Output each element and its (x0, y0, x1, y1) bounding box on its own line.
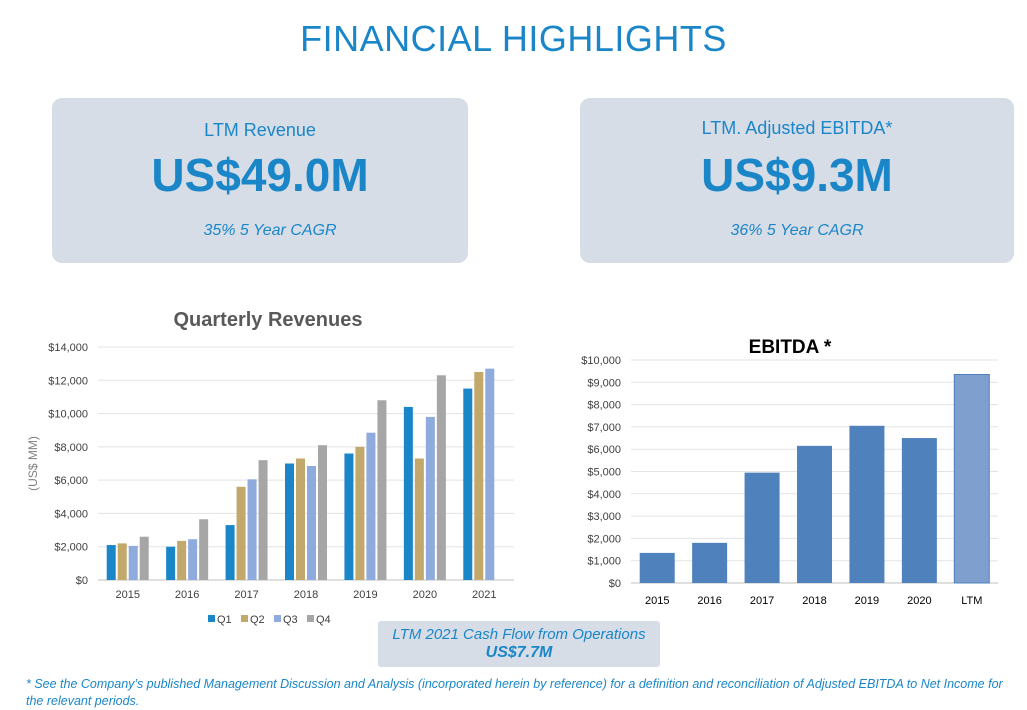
quarterly-x-tick-label: 2020 (413, 589, 437, 601)
quarterly-bar-q1-2020 (403, 406, 413, 580)
ebitda-title: EBITDA * (749, 337, 832, 358)
quarterly-y-tick-label: $14,000 (48, 342, 88, 354)
ltm-revenue-label: LTM Revenue (204, 120, 316, 140)
ltm-ebitda-cagr: 36% 5 Year CAGR (730, 222, 864, 239)
quarterly-bar-q1-2015 (106, 545, 116, 580)
ebitda-bar-2016 (692, 542, 728, 583)
ebitda-x-tick-label: 2018 (802, 595, 826, 607)
page-title: FINANCIAL HIGHLIGHTS (300, 18, 727, 59)
ltm-revenue-card: LTM Revenue US$49.0M 35% 5 Year CAGR (52, 98, 468, 263)
quarterly-bar-q3-2015 (128, 545, 138, 580)
quarterly-y-tick-label: $12,000 (48, 375, 88, 387)
quarterly-bar-q2-2020 (414, 458, 424, 580)
quarterly-bar-q3-2017 (247, 479, 257, 580)
cash-flow-label: LTM 2021 Cash Flow from Operations (392, 626, 646, 643)
quarterly-y-tick-label: $10,000 (48, 409, 88, 421)
quarterly-bar-q1-2018 (285, 463, 294, 580)
quarterly-x-tick-label: 2016 (175, 589, 199, 601)
ebitda-x-tick-label: 2017 (750, 595, 774, 607)
quarterly-bar-q1-2017 (225, 525, 235, 580)
quarterly-x-tick-label: 2015 (115, 589, 139, 601)
ebitda-y-tick-label: $1,000 (587, 556, 621, 568)
quarterly-bar-q2-2019 (355, 446, 365, 580)
ebitda-y-tick-label: $8,000 (587, 400, 621, 412)
quarterly-bar-q1-2016 (166, 546, 176, 580)
quarterly-bar-q4-2018 (318, 445, 327, 580)
quarterly-y-tick-label: $4,000 (54, 508, 88, 520)
quarterly-y-tick-label: $0 (76, 575, 88, 587)
legend-label-q1: Q1 (217, 614, 232, 626)
quarterly-x-tick-label: 2018 (294, 589, 318, 601)
quarterly-bar-q3-2021 (485, 368, 495, 580)
quarterly-bar-q3-2018 (307, 465, 316, 580)
ebitda-y-tick-label: $0 (609, 578, 621, 590)
ebitda-y-tick-label: $7,000 (587, 422, 621, 434)
ltm-revenue-value: US$49.0M (151, 149, 369, 201)
ltm-ebitda-label: LTM. Adjusted EBITDA* (701, 118, 893, 138)
legend-swatch-q1 (208, 615, 215, 622)
quarterly-bar-q4-2019 (377, 400, 387, 580)
ebitda-y-tick-label: $5,000 (587, 467, 621, 479)
ebitda-x-tick-label: 2015 (645, 595, 669, 607)
quarterly-x-tick-label: 2021 (472, 589, 496, 601)
ebitda-y-tick-label: $4,000 (587, 489, 621, 501)
quarterly-bar-q2-2015 (117, 543, 127, 580)
quarterly-y-tick-label: $6,000 (54, 475, 88, 487)
ebitda-x-tick-label: 2019 (855, 595, 879, 607)
ebitda-y-tick-label: $9,000 (587, 377, 621, 389)
quarterly-bar-q2-2016 (177, 540, 187, 580)
quarterly-bar-q4-2016 (199, 519, 209, 580)
quarterly-y-tick-label: $8,000 (54, 442, 88, 454)
ebitda-bar-2020 (901, 438, 937, 583)
legend-swatch-q4 (307, 615, 314, 622)
quarterly-bar-q1-2021 (463, 388, 473, 580)
quarterly-bar-q2-2018 (296, 458, 305, 580)
ebitda-y-tick-label: $3,000 (587, 511, 621, 523)
quarterly-bar-q3-2020 (425, 416, 435, 580)
ebitda-y-tick-label: $6,000 (587, 444, 621, 456)
ltm-ebitda-value: US$9.3M (701, 149, 893, 201)
ebitda-bar-2019 (849, 425, 885, 583)
ltm-ebitda-card: LTM. Adjusted EBITDA* US$9.3M 36% 5 Year… (580, 98, 1014, 263)
legend-label-q3: Q3 (283, 614, 298, 626)
quarterly-y-axis-label: (US$ MM) (26, 436, 40, 491)
quarterly-bar-q2-2021 (474, 371, 484, 580)
ltm-revenue-cagr: 35% 5 Year CAGR (203, 222, 337, 239)
quarterly-x-tick-label: 2017 (234, 589, 258, 601)
quarterly-bar-q4-2017 (258, 460, 268, 580)
legend-label-q4: Q4 (316, 614, 331, 626)
quarterly-bar-q2-2017 (236, 486, 246, 580)
quarterly-bar-q3-2019 (366, 432, 376, 580)
ebitda-x-tick-label: LTM (961, 595, 982, 607)
quarterly-bar-q1-2019 (344, 453, 354, 580)
quarterly-bar-q4-2020 (436, 375, 446, 580)
ebitda-bar-2017 (744, 472, 780, 583)
ebitda-bar-2018 (797, 445, 832, 583)
ebitda-x-tick-label: 2016 (697, 595, 721, 607)
quarterly-bar-q4-2015 (139, 536, 149, 580)
ebitda-y-tick-label: $2,000 (587, 533, 621, 545)
quarterly-revenues-title: Quarterly Revenues (174, 309, 363, 331)
footnote: * See the Company’s published Management… (26, 677, 1003, 708)
legend-swatch-q3 (274, 615, 281, 622)
quarterly-y-tick-label: $2,000 (54, 542, 88, 554)
cash-flow-value: US$7.7M (485, 644, 553, 661)
ebitda-x-tick-label: 2020 (907, 595, 931, 607)
cash-flow-box: LTM 2021 Cash Flow from Operations US$7.… (378, 621, 660, 667)
quarterly-bar-q3-2016 (188, 539, 198, 580)
quarterly-x-tick-label: 2019 (353, 589, 377, 601)
legend-label-q2: Q2 (250, 614, 265, 626)
ebitda-y-tick-label: $10,000 (581, 355, 621, 367)
ebitda-bar-ltm (953, 373, 990, 584)
ebitda-bar-2015 (639, 552, 675, 583)
legend-swatch-q2 (241, 615, 248, 622)
